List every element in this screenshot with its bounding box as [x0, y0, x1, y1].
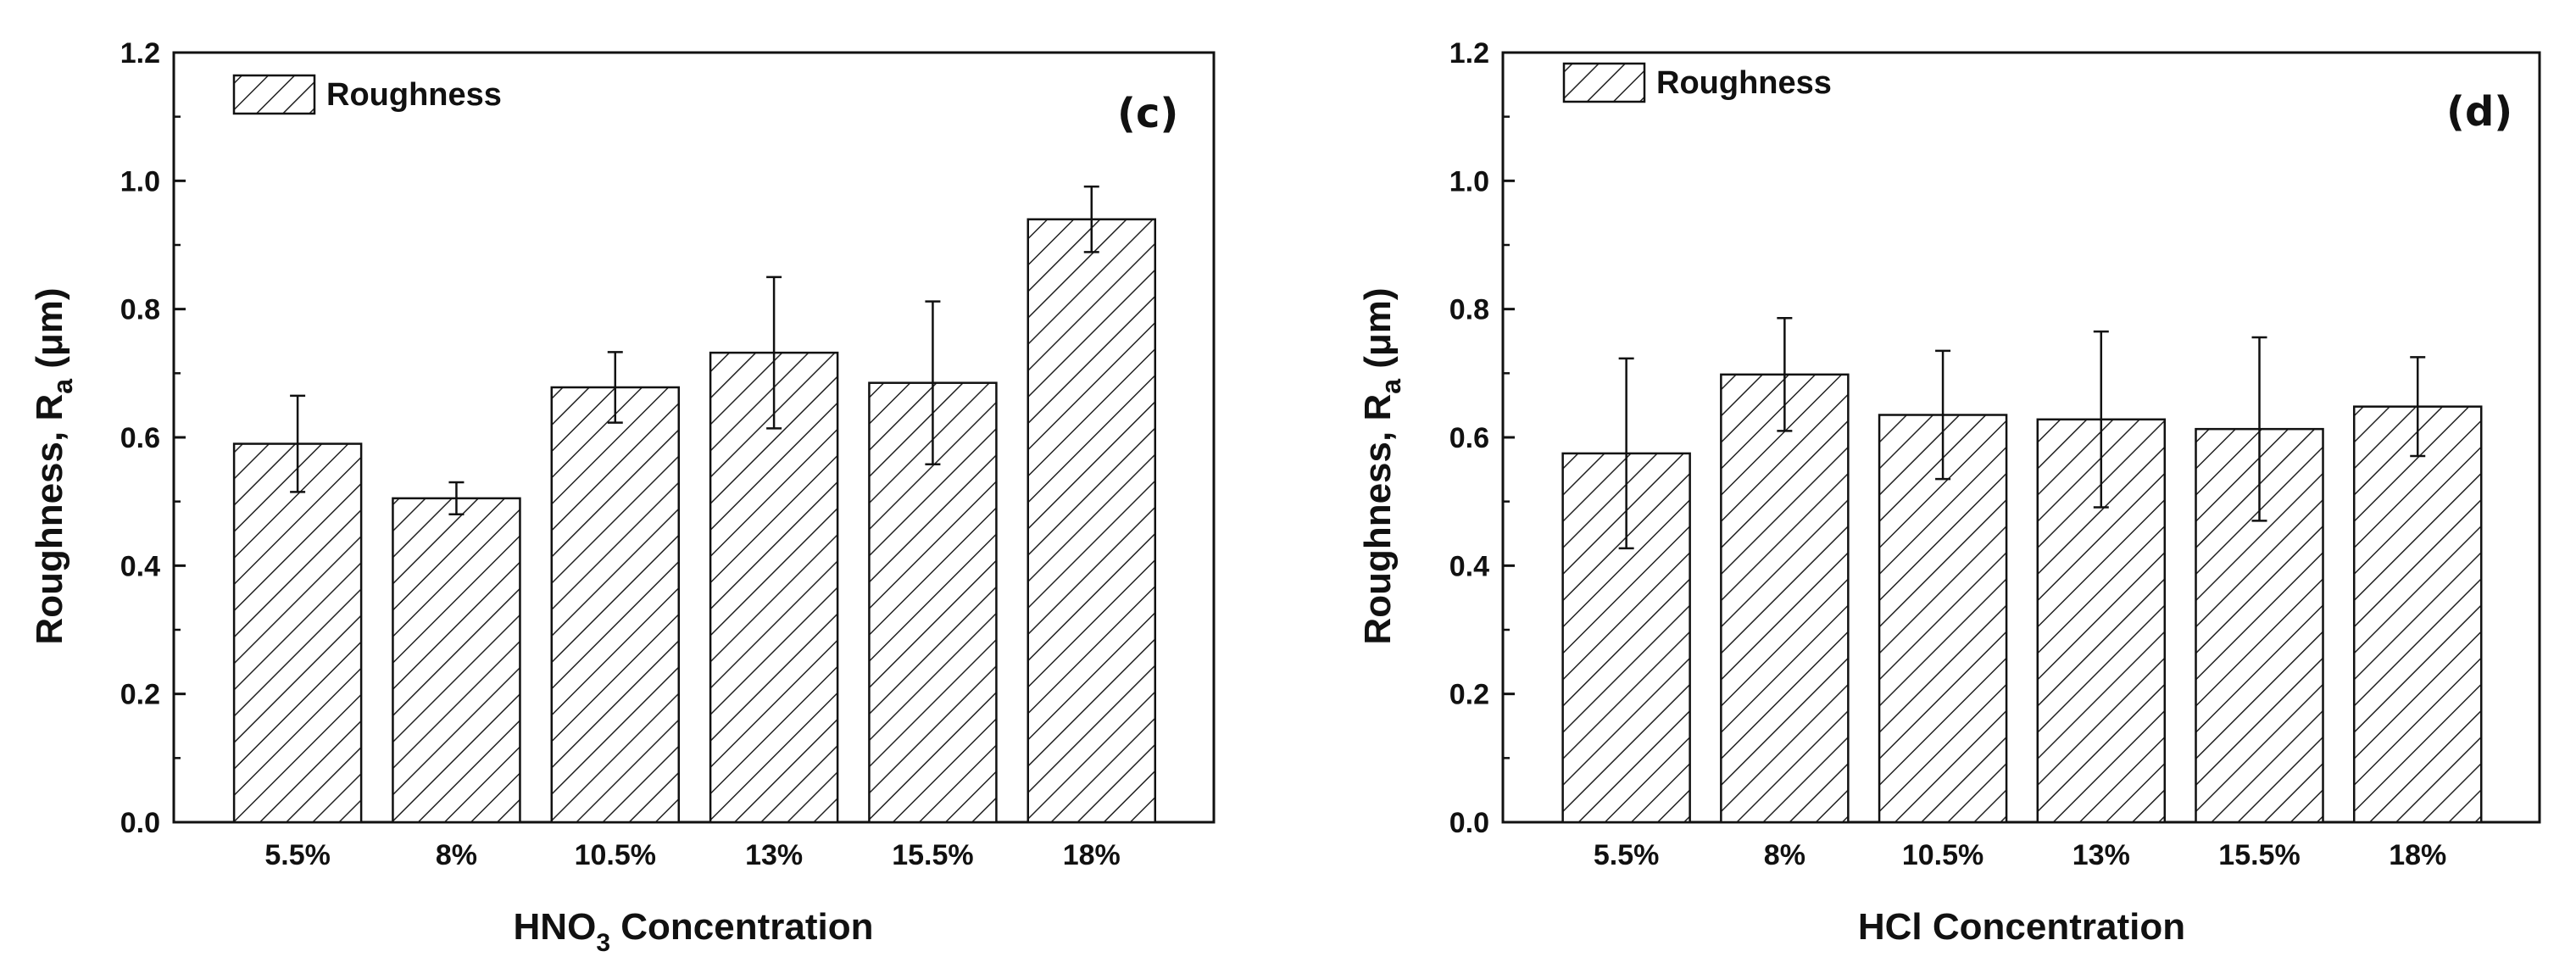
y-tick-label: 0.0	[1449, 807, 1489, 839]
y-axis-title-sub: a	[47, 379, 78, 394]
x-tick-labels: 5.5% 8% 10.5% 13% 15.5% 18%	[264, 839, 1120, 871]
x-tick-label: 15.5%	[2218, 839, 2300, 871]
bar-18%	[2352, 405, 2483, 824]
y-tick-label: 0.2	[1449, 679, 1489, 711]
y-tick-label: 0.6	[1449, 422, 1489, 454]
bar-10.5%	[550, 386, 681, 824]
y-tick-label: 1.2	[1449, 37, 1489, 70]
y-tick-label: 0.2	[120, 679, 160, 711]
legend: Roughness	[1562, 62, 1832, 103]
x-tick-label: 13%	[745, 839, 803, 871]
x-axis-title: HNO3 Concentration	[514, 906, 874, 957]
x-axis-title-main: HCl Concentration	[1858, 906, 2185, 948]
y-axis-title-tail: (μm)	[1357, 287, 1399, 379]
y-axis-title-tail: (μm)	[29, 287, 70, 379]
y-tick-label: 0.4	[1449, 550, 1489, 582]
x-tick-label: 8%	[1764, 839, 1805, 871]
bars	[232, 185, 1157, 824]
legend-swatch	[232, 74, 316, 115]
bar-8%	[392, 497, 521, 824]
y-axis: 0.0 0.2 0.4 0.6 0.8 1.0 1.2	[1449, 37, 1515, 839]
x-tick-label: 10.5%	[575, 839, 656, 871]
bar-8%	[1720, 373, 1850, 824]
x-axis-title-sub: 3	[596, 929, 610, 957]
bar-5.5%	[232, 442, 363, 824]
x-axis-title-tail: Concentration	[610, 906, 873, 948]
y-axis-title-sub: a	[1376, 379, 1406, 394]
y-axis-title-main: Roughness, R	[29, 394, 70, 645]
y-tick-label: 0.8	[1449, 294, 1489, 326]
y-tick-label: 0.0	[120, 807, 160, 839]
chart-panel-c: 0.0 0.2 0.4 0.6 0.8 1.0 1.2 5.5% 8% 10.5% 13% 15.5…	[29, 37, 1216, 957]
bar-13%	[709, 351, 839, 824]
x-tick-label: 18%	[1063, 839, 1121, 871]
y-tick-label: 1.0	[120, 165, 160, 197]
bar-18%	[1027, 218, 1157, 824]
y-tick-label: 1.2	[120, 37, 160, 70]
y-tick-label: 0.6	[120, 422, 160, 454]
bar-10.5%	[1878, 414, 2008, 824]
legend: Roughness	[232, 74, 502, 115]
legend-label: Roughness	[1656, 65, 1832, 101]
y-axis-title-main: Roughness, R	[1357, 394, 1399, 645]
legend-label: Roughness	[326, 77, 502, 113]
x-tick-label: 15.5%	[892, 839, 973, 871]
x-axis-title: HCl Concentration	[1858, 906, 2185, 948]
legend-swatch	[1562, 62, 1646, 103]
x-tick-labels: 5.5% 8% 10.5% 13% 15.5% 18%	[1594, 839, 2446, 871]
panel-label: (d)	[2446, 88, 2512, 136]
x-tick-label: 5.5%	[1594, 839, 1660, 871]
panel-label: (c)	[1117, 90, 1178, 137]
chart-panel-d: 0.0 0.2 0.4 0.6 0.8 1.0 1.2 5.5% 8% 10.5% 13% 15.5…	[1357, 37, 2541, 948]
y-tick-label: 1.0	[1449, 165, 1489, 197]
x-tick-label: 10.5%	[1902, 839, 1983, 871]
y-axis-title: Roughness, Ra (μm)	[29, 287, 78, 644]
y-tick-label: 0.8	[120, 294, 160, 326]
y-tick-label: 0.4	[120, 550, 160, 582]
x-tick-label: 8%	[436, 839, 477, 871]
y-axis: 0.0 0.2 0.4 0.6 0.8 1.0 1.2	[120, 37, 186, 839]
y-axis-title: Roughness, Ra (μm)	[1357, 287, 1406, 644]
x-tick-label: 13%	[2072, 839, 2130, 871]
x-axis-title-main: HNO	[514, 906, 597, 948]
x-tick-label: 5.5%	[264, 839, 331, 871]
x-tick-label: 18%	[2389, 839, 2446, 871]
bars	[1561, 317, 2483, 824]
